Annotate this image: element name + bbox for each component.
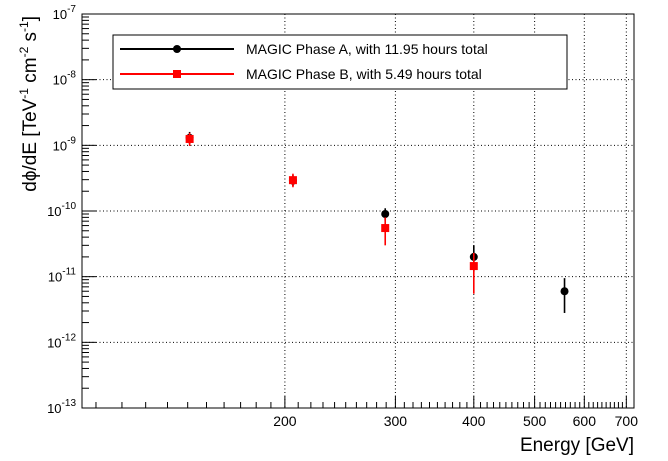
y-tick-labels: 10-13 10-12 10-11 10-10 10-9 10-8 10-7 <box>47 4 76 416</box>
data-point-circle <box>381 210 390 219</box>
y-tick-label: 10-11 <box>48 267 77 285</box>
y-tick-label: 10-13 <box>47 398 76 416</box>
axis-ticks <box>82 13 627 409</box>
y-tick-label: 10-9 <box>53 135 77 153</box>
y-tick-label: 10-10 <box>47 201 76 219</box>
x-tick-label: 700 <box>615 413 639 429</box>
x-tick-label: 500 <box>523 413 547 429</box>
data-point-square <box>288 176 297 185</box>
y-tick-label: 10-8 <box>53 70 77 88</box>
legend-marker-circle <box>173 45 181 53</box>
x-axis-title: Energy [GeV] <box>520 435 634 456</box>
legend-marker-square <box>173 70 181 78</box>
data-point-circle <box>560 287 569 296</box>
legend-label: MAGIC Phase A, with 11.95 hours total <box>246 41 488 57</box>
legend: MAGIC Phase A, with 11.95 hours total MAG… <box>112 34 568 90</box>
y-tick-label: 10-12 <box>47 332 76 350</box>
y-axis-title: dϕ/dE [TeV-1 cm-2 s-1] <box>17 16 41 192</box>
series-phase-b <box>185 132 478 294</box>
data-points <box>185 131 569 313</box>
x-tick-label: 300 <box>384 413 408 429</box>
legend-label: MAGIC Phase B, with 5.49 hours total <box>246 66 482 82</box>
data-point-square <box>185 134 194 143</box>
legend-box <box>112 34 568 90</box>
x-tick-label: 200 <box>273 413 297 429</box>
x-tick-label: 600 <box>573 413 597 429</box>
data-point-square <box>469 262 478 271</box>
data-point-square <box>381 224 390 233</box>
x-tick-label: 400 <box>462 413 486 429</box>
y-tick-label: 10-7 <box>53 4 77 22</box>
x-tick-labels: 200 300 400 500 600 700 <box>273 413 638 429</box>
